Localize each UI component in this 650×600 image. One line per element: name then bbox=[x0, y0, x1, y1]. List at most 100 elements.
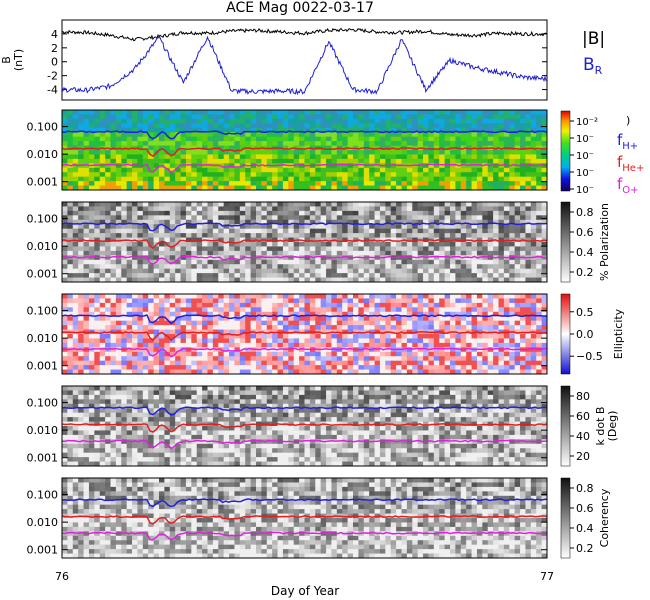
heatmap-cell bbox=[439, 202, 446, 207]
heatmap-cell bbox=[358, 132, 365, 138]
heatmap-cell bbox=[466, 145, 472, 151]
heatmap-cell bbox=[428, 219, 435, 225]
heatmap-cell bbox=[132, 210, 138, 216]
heatmap-cell bbox=[78, 302, 84, 308]
heatmap-cell bbox=[353, 264, 359, 270]
heatmap-cell bbox=[498, 219, 505, 225]
heatmap-cell bbox=[342, 298, 349, 304]
heatmap-cell bbox=[439, 369, 446, 375]
heatmap-cell bbox=[541, 320, 548, 326]
heatmap-cell bbox=[396, 172, 402, 178]
heatmap-cell bbox=[121, 242, 128, 247]
heatmap-cell bbox=[105, 228, 111, 234]
heatmap-cell bbox=[169, 268, 176, 274]
heatmap-cell bbox=[223, 219, 230, 225]
heatmap-cell bbox=[417, 141, 424, 146]
heatmap-cell bbox=[509, 136, 516, 142]
heatmap-cell bbox=[503, 132, 510, 138]
heatmap-cell bbox=[83, 246, 90, 252]
heatmap-cell bbox=[315, 150, 322, 155]
heatmap-cell bbox=[245, 369, 252, 375]
heatmap-cell bbox=[234, 242, 241, 247]
heatmap-cell bbox=[530, 347, 537, 353]
heatmap-cell bbox=[137, 302, 144, 308]
heatmap-cell bbox=[126, 185, 133, 191]
heatmap-cell bbox=[493, 334, 499, 339]
heatmap-cell bbox=[218, 356, 225, 362]
heatmap-cell bbox=[148, 145, 155, 151]
heatmap-cell bbox=[390, 365, 397, 370]
heatmap-cell bbox=[272, 311, 278, 317]
heatmap-cell bbox=[99, 158, 106, 164]
heatmap-cell bbox=[520, 210, 526, 216]
heatmap-cell bbox=[498, 250, 505, 256]
heatmap-cell bbox=[94, 250, 101, 256]
heatmap-cell bbox=[115, 277, 122, 283]
heatmap-cell bbox=[476, 141, 483, 146]
heatmap-cell bbox=[272, 215, 278, 221]
heatmap-cell bbox=[180, 242, 187, 247]
heatmap-cell bbox=[250, 176, 257, 182]
heatmap-cell bbox=[374, 127, 381, 133]
heatmap-cell bbox=[412, 325, 419, 330]
heatmap-cell bbox=[509, 233, 516, 238]
heatmap-cell bbox=[401, 268, 408, 274]
heatmap-cell bbox=[142, 250, 149, 256]
heatmap-cell bbox=[207, 167, 214, 173]
heatmap-cell bbox=[433, 298, 440, 304]
heatmap-cell bbox=[282, 114, 289, 120]
heatmap-cell bbox=[498, 185, 505, 191]
heatmap-cell bbox=[121, 351, 128, 357]
heatmap-cell bbox=[261, 233, 268, 238]
heatmap-cell bbox=[541, 136, 548, 142]
heatmap-cell bbox=[315, 233, 322, 238]
heatmap-cell bbox=[471, 302, 478, 308]
heatmap-cell bbox=[234, 365, 241, 370]
heatmap-cell bbox=[148, 215, 155, 221]
heatmap-cell bbox=[115, 136, 122, 142]
heatmap-cell bbox=[105, 311, 111, 317]
heatmap-cell bbox=[353, 268, 359, 274]
heatmap-cell bbox=[229, 154, 235, 160]
heatmap-cell bbox=[487, 181, 494, 186]
heatmap-cell bbox=[261, 172, 268, 178]
heatmap-cell bbox=[164, 298, 171, 304]
heatmap-cell bbox=[223, 250, 230, 256]
heatmap-cell bbox=[487, 273, 494, 278]
heatmap-cell bbox=[277, 114, 284, 120]
heatmap-cell bbox=[315, 255, 322, 261]
heatmap-cell bbox=[493, 277, 499, 283]
heatmap-cell bbox=[164, 176, 171, 182]
heatmap-cell bbox=[336, 351, 343, 357]
heatmap-cell bbox=[369, 172, 375, 178]
heatmap-cell bbox=[315, 110, 322, 115]
heatmap-cell bbox=[175, 219, 181, 225]
heatmap-cell bbox=[379, 206, 386, 212]
heatmap-cell bbox=[347, 311, 354, 317]
heatmap-cell bbox=[266, 351, 273, 357]
heatmap-cell bbox=[390, 250, 397, 256]
heatmap-cell bbox=[530, 233, 537, 238]
heatmap-cell bbox=[471, 110, 478, 115]
heatmap-cell bbox=[62, 141, 68, 146]
heatmap-cell bbox=[299, 316, 305, 322]
heatmap-cell bbox=[379, 316, 386, 322]
heatmap-cell bbox=[347, 233, 354, 238]
heatmap-cell bbox=[272, 316, 278, 322]
heatmap-cell bbox=[374, 311, 381, 317]
heatmap-cell bbox=[62, 145, 68, 151]
heatmap-cell bbox=[503, 302, 510, 308]
heatmap-cell bbox=[88, 360, 95, 366]
heatmap-cell bbox=[261, 219, 268, 225]
heatmap-cell bbox=[169, 145, 176, 151]
heatmap-cell bbox=[62, 150, 68, 155]
heatmap-cell bbox=[88, 273, 95, 278]
heatmap-cell bbox=[423, 181, 429, 186]
heatmap-cell bbox=[88, 150, 95, 155]
heatmap-cell bbox=[196, 302, 203, 308]
heatmap-cell bbox=[94, 268, 101, 274]
heatmap-cell bbox=[115, 259, 122, 265]
heatmap-cell bbox=[379, 369, 386, 375]
heatmap-cell bbox=[88, 334, 95, 339]
heatmap-cell bbox=[282, 176, 289, 182]
